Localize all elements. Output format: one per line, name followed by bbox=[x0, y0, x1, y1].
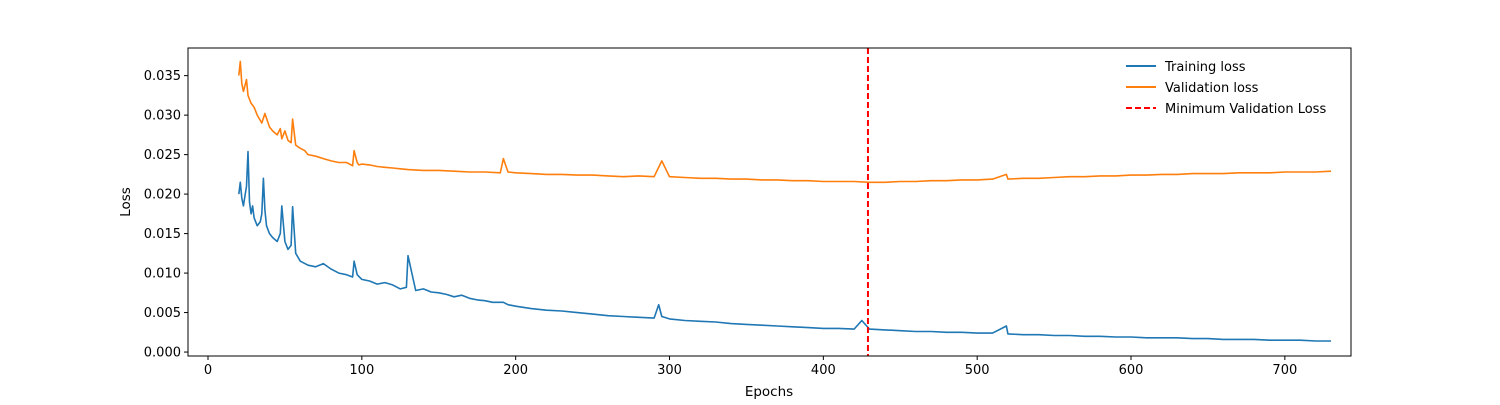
plot-lines bbox=[238, 48, 1332, 356]
x-axis-ticks: 0 100 200 300 400 500 600 700 bbox=[204, 356, 1297, 378]
x-tick-label: 400 bbox=[811, 363, 836, 378]
x-tick-label: 0 bbox=[204, 363, 212, 378]
legend: Training loss Validation loss Minimum Va… bbox=[1126, 60, 1326, 117]
y-tick-label: 0.005 bbox=[144, 306, 181, 321]
x-tick-label: 300 bbox=[657, 363, 682, 378]
x-tick-label: 500 bbox=[965, 363, 990, 378]
plot-area-frame bbox=[187, 47, 1352, 357]
series-line-training-loss bbox=[238, 150, 1331, 342]
y-tick-label: 0.025 bbox=[144, 148, 181, 163]
x-axis-label: Epochs bbox=[745, 384, 793, 400]
x-tick-label: 600 bbox=[1119, 363, 1144, 378]
y-tick-label: 0.010 bbox=[144, 267, 181, 282]
y-tick-label: 0.030 bbox=[144, 109, 181, 124]
legend-label-validation-loss: Validation loss bbox=[1165, 81, 1259, 96]
x-tick-label: 700 bbox=[1272, 363, 1297, 378]
y-tick-label: 0.020 bbox=[144, 188, 181, 203]
legend-label-training-loss: Training loss bbox=[1164, 60, 1246, 75]
y-axis-ticks: 0.000 0.005 0.010 0.015 0.020 0.025 0.030 0.035 bbox=[144, 69, 188, 361]
y-tick-label: 0.015 bbox=[144, 227, 181, 242]
y-tick-label: 0.035 bbox=[144, 69, 181, 84]
y-tick-label: 0.000 bbox=[144, 346, 181, 361]
legend-label-min-val-loss: Minimum Validation Loss bbox=[1165, 102, 1326, 117]
x-tick-label: 200 bbox=[503, 363, 528, 378]
y-axis-label: Loss bbox=[118, 187, 134, 217]
series-line-validation-loss bbox=[238, 60, 1332, 184]
x-tick-label: 100 bbox=[349, 363, 374, 378]
